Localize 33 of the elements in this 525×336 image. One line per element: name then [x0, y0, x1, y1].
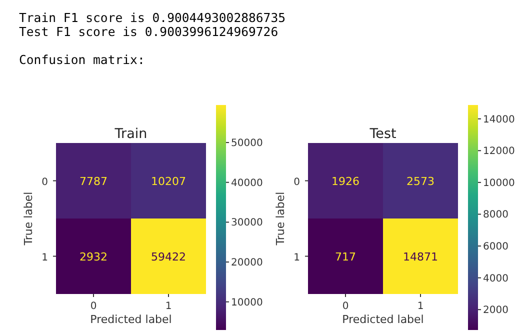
data-label: 1926	[332, 174, 360, 188]
color-bar-label: 6000	[483, 242, 508, 253]
data-label: 2573	[406, 174, 434, 188]
x-tick-label: 1	[417, 301, 424, 312]
x-tick-label: 0	[342, 301, 349, 312]
color-bar-label: 2000	[483, 305, 508, 316]
y-axis-title: True label	[22, 192, 35, 246]
color-bar-label: 20000	[231, 258, 263, 269]
color-bar-label: 14000	[483, 114, 515, 126]
data-label: 717	[335, 250, 356, 264]
data-label: 7787	[80, 174, 108, 188]
x-axis-title: Predicted label	[342, 313, 424, 326]
data-label: 2932	[80, 250, 108, 264]
chart-title: Test	[368, 126, 396, 142]
x-tick-label: 1	[165, 301, 172, 312]
text: Confusion matrix:	[19, 53, 145, 67]
y-axis-title: True label	[274, 192, 287, 246]
color-bar-label: 30000	[231, 218, 263, 229]
text: Test F1 score is 0.9003996124969726	[19, 25, 278, 39]
color-bar-label: 4000	[483, 273, 508, 284]
color-bar-label: 10000	[483, 178, 515, 189]
data-label: 10207	[151, 174, 186, 188]
chart-title: Train	[114, 126, 148, 142]
x-tick-label: 0	[90, 301, 97, 312]
x-axis-title: Predicted label	[90, 313, 172, 326]
text: Train F1 score is 0.9004493002886735	[19, 11, 286, 25]
color-bar-label: 40000	[231, 178, 263, 189]
data-label: 59422	[151, 250, 186, 264]
color-bar-label: 10000	[231, 297, 263, 308]
color-bar-label: 8000	[483, 210, 508, 221]
data-label: 14871	[403, 250, 438, 264]
color-bar-label: 12000	[483, 146, 515, 158]
color-bar-label: 50000	[231, 138, 263, 150]
